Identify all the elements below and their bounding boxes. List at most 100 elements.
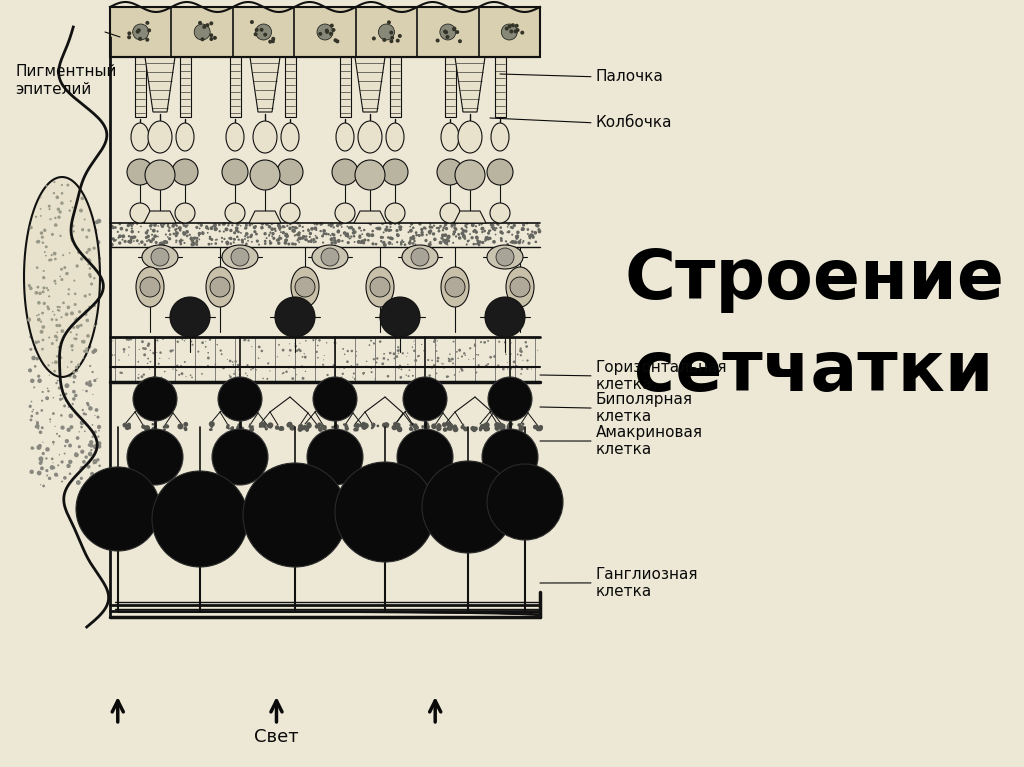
Circle shape	[45, 318, 49, 322]
Circle shape	[52, 311, 53, 312]
Circle shape	[40, 330, 44, 334]
Circle shape	[270, 227, 274, 231]
Circle shape	[431, 360, 433, 361]
Circle shape	[218, 223, 221, 226]
Circle shape	[140, 225, 142, 227]
Circle shape	[307, 229, 310, 232]
Circle shape	[368, 235, 371, 237]
Circle shape	[57, 464, 59, 466]
Circle shape	[31, 400, 33, 403]
Circle shape	[382, 159, 408, 185]
Circle shape	[355, 423, 360, 428]
Circle shape	[159, 242, 163, 245]
Circle shape	[535, 224, 539, 227]
Circle shape	[389, 236, 392, 240]
Circle shape	[56, 380, 58, 382]
Circle shape	[297, 232, 300, 236]
Circle shape	[112, 354, 114, 356]
Circle shape	[97, 441, 101, 446]
Circle shape	[176, 370, 177, 371]
Circle shape	[433, 340, 436, 343]
Circle shape	[34, 331, 36, 333]
Ellipse shape	[402, 245, 438, 269]
Circle shape	[409, 370, 411, 371]
Bar	[135, 57, 146, 117]
Circle shape	[436, 360, 439, 362]
Circle shape	[461, 232, 465, 235]
Circle shape	[475, 235, 478, 239]
Circle shape	[279, 228, 281, 230]
Circle shape	[323, 229, 326, 232]
Circle shape	[359, 423, 364, 427]
Circle shape	[128, 354, 129, 356]
Circle shape	[78, 304, 81, 307]
Circle shape	[480, 341, 482, 343]
Circle shape	[60, 250, 63, 253]
Circle shape	[132, 235, 135, 239]
Circle shape	[271, 232, 274, 235]
Circle shape	[65, 384, 70, 388]
Circle shape	[55, 324, 58, 328]
Circle shape	[481, 231, 483, 233]
Circle shape	[94, 415, 95, 416]
Circle shape	[408, 375, 410, 377]
Circle shape	[515, 28, 519, 32]
Circle shape	[301, 237, 304, 240]
Circle shape	[60, 426, 65, 430]
Circle shape	[421, 429, 424, 431]
Circle shape	[431, 226, 433, 229]
Circle shape	[75, 362, 79, 366]
Circle shape	[481, 227, 484, 230]
Circle shape	[90, 472, 94, 476]
Circle shape	[339, 367, 340, 368]
Circle shape	[437, 159, 463, 185]
Circle shape	[71, 281, 75, 285]
Circle shape	[128, 240, 132, 244]
Circle shape	[37, 318, 41, 321]
Circle shape	[324, 359, 325, 360]
Circle shape	[510, 277, 530, 297]
Circle shape	[42, 286, 45, 289]
Circle shape	[154, 428, 157, 430]
Circle shape	[91, 280, 93, 281]
Circle shape	[317, 423, 322, 426]
Circle shape	[84, 313, 87, 316]
Circle shape	[35, 273, 39, 278]
Circle shape	[485, 424, 488, 428]
Circle shape	[201, 38, 205, 41]
Circle shape	[80, 260, 81, 262]
Circle shape	[396, 349, 399, 352]
Circle shape	[90, 299, 92, 301]
Circle shape	[515, 24, 519, 28]
Circle shape	[88, 275, 91, 277]
Circle shape	[410, 222, 413, 225]
Circle shape	[198, 235, 200, 237]
Circle shape	[54, 258, 56, 260]
Circle shape	[142, 374, 145, 376]
Circle shape	[42, 276, 45, 279]
Circle shape	[335, 343, 336, 344]
Circle shape	[51, 342, 54, 345]
Circle shape	[234, 360, 237, 363]
Circle shape	[412, 347, 413, 348]
Circle shape	[151, 234, 154, 235]
Circle shape	[47, 390, 49, 392]
Circle shape	[532, 425, 538, 430]
Circle shape	[39, 430, 42, 434]
Ellipse shape	[441, 267, 469, 307]
Circle shape	[387, 375, 389, 377]
Circle shape	[455, 160, 485, 190]
Circle shape	[55, 318, 57, 321]
Circle shape	[484, 236, 487, 239]
Circle shape	[79, 209, 83, 212]
Circle shape	[516, 235, 519, 239]
Circle shape	[73, 318, 76, 321]
Circle shape	[465, 222, 469, 225]
Circle shape	[265, 237, 267, 239]
Circle shape	[147, 239, 151, 242]
Circle shape	[172, 232, 175, 235]
Circle shape	[476, 354, 477, 355]
Circle shape	[460, 367, 463, 370]
Circle shape	[74, 292, 77, 295]
Circle shape	[302, 230, 304, 232]
